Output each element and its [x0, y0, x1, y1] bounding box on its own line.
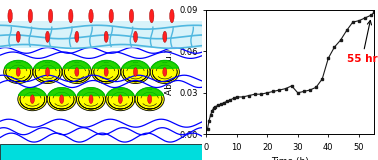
Circle shape: [106, 88, 135, 111]
Circle shape: [33, 60, 62, 84]
Bar: [0, 144, 202, 160]
Circle shape: [121, 60, 150, 84]
Ellipse shape: [75, 68, 79, 76]
Ellipse shape: [118, 95, 122, 104]
Circle shape: [150, 60, 180, 84]
Polygon shape: [34, 60, 61, 68]
Ellipse shape: [60, 95, 64, 104]
Ellipse shape: [89, 9, 93, 23]
Circle shape: [18, 88, 47, 111]
Circle shape: [135, 88, 164, 111]
Ellipse shape: [68, 9, 73, 23]
Bar: [0, 21, 202, 48]
Ellipse shape: [148, 95, 152, 104]
Y-axis label: Abs (a. u.): Abs (a. u.): [165, 49, 174, 95]
Circle shape: [91, 60, 121, 84]
Ellipse shape: [163, 31, 167, 42]
Ellipse shape: [45, 31, 50, 42]
Ellipse shape: [8, 9, 12, 23]
Polygon shape: [77, 88, 105, 96]
Polygon shape: [122, 60, 149, 68]
Polygon shape: [151, 60, 178, 68]
Circle shape: [62, 60, 91, 84]
Polygon shape: [93, 60, 120, 68]
Polygon shape: [107, 88, 134, 96]
X-axis label: Time (h): Time (h): [271, 157, 309, 160]
Polygon shape: [5, 60, 32, 68]
Ellipse shape: [16, 68, 20, 76]
Polygon shape: [19, 88, 46, 96]
Ellipse shape: [48, 9, 53, 23]
Circle shape: [47, 88, 76, 111]
Ellipse shape: [149, 9, 154, 23]
Ellipse shape: [28, 9, 33, 23]
Ellipse shape: [133, 68, 138, 76]
Ellipse shape: [133, 31, 138, 42]
Ellipse shape: [104, 31, 108, 42]
Polygon shape: [63, 60, 90, 68]
Ellipse shape: [129, 9, 134, 23]
Circle shape: [76, 88, 105, 111]
Ellipse shape: [109, 9, 113, 23]
Polygon shape: [48, 88, 75, 96]
Ellipse shape: [30, 95, 34, 104]
Ellipse shape: [45, 68, 50, 76]
Polygon shape: [136, 88, 163, 96]
Ellipse shape: [75, 31, 79, 42]
Circle shape: [4, 60, 33, 84]
Text: 55 hr: 55 hr: [347, 20, 377, 64]
Ellipse shape: [170, 9, 174, 23]
Ellipse shape: [104, 68, 108, 76]
Ellipse shape: [163, 68, 167, 76]
Ellipse shape: [16, 31, 20, 42]
Ellipse shape: [89, 95, 93, 104]
